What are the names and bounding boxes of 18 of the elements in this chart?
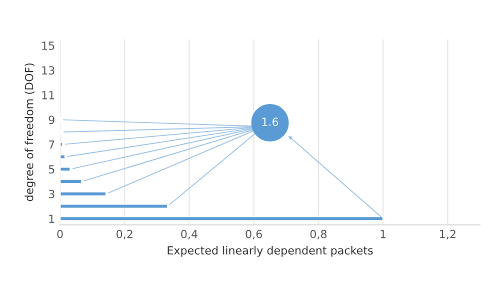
- y-tick-label: 1: [49, 214, 54, 223]
- x-tick-label: 0,2: [116, 230, 132, 240]
- y-tick-label: 15: [42, 42, 54, 50]
- y-tick-label: 9: [48, 116, 54, 124]
- y-tick-label: 11: [42, 91, 54, 100]
- x-tick-label: 0: [57, 230, 63, 238]
- x-axis-title: Expected linearly dependent packets: [168, 246, 373, 257]
- annotation: 1.6: [262, 118, 278, 126]
- y-axis-title: degree of freedom (DOF): [24, 63, 36, 202]
- y-tick-label: 5: [48, 165, 54, 174]
- x-tick-label: 0,4: [181, 230, 198, 240]
- y-tick-label: 13: [42, 66, 54, 75]
- x-tick-label: 0,8: [310, 230, 327, 240]
- y-tick-label: 3: [48, 190, 54, 198]
- x-tick-label: 1,2: [440, 230, 456, 240]
- y-tick-label: 7: [48, 140, 54, 149]
- x-tick-label: 0,6: [246, 230, 262, 240]
- x-tick-label: 1: [380, 230, 386, 238]
